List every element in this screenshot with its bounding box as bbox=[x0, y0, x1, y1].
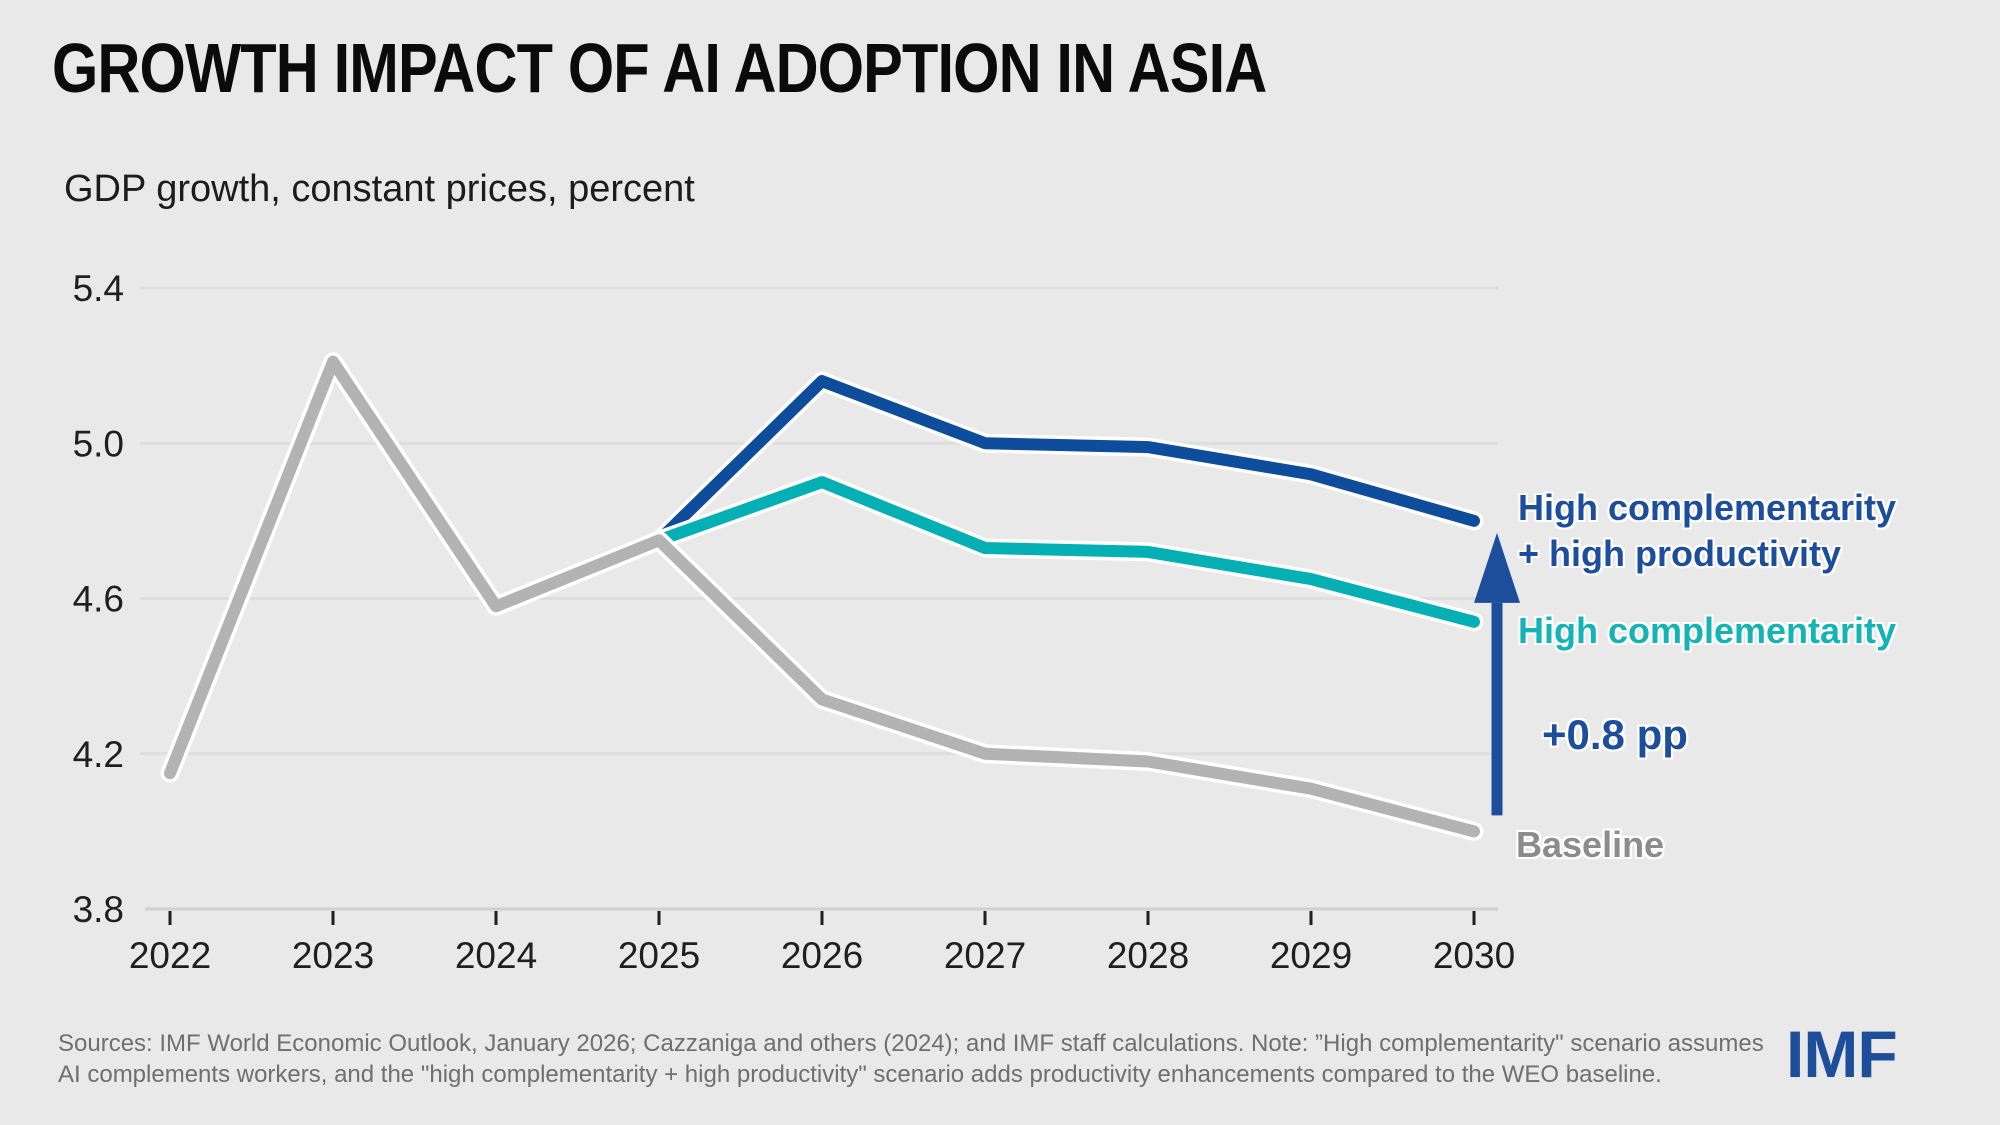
x-tick-label-2022: 2022 bbox=[129, 935, 211, 976]
label-high-complementarity-high-productivity: High complementarity + high productivity bbox=[1518, 485, 1896, 577]
x-tick-label-2028: 2028 bbox=[1107, 935, 1189, 976]
series-line-baseline bbox=[164, 355, 1480, 838]
y-tick-label-5: 5.0 bbox=[73, 423, 124, 464]
source-note: Sources: IMF World Economic Outlook, Jan… bbox=[58, 1028, 1764, 1090]
series-line-high-complementarity bbox=[653, 476, 1480, 628]
imf-logo: IMF bbox=[1786, 1017, 1898, 1091]
y-tick-label-4.6: 4.6 bbox=[73, 579, 124, 620]
chart-subtitle: GDP growth, constant prices, percent bbox=[64, 168, 695, 210]
x-tick-label-2025: 2025 bbox=[618, 935, 700, 976]
label-delta-pp: +0.8 pp bbox=[1542, 711, 1688, 758]
y-tick-label-5.4: 5.4 bbox=[73, 268, 124, 309]
x-tick-label-2026: 2026 bbox=[781, 935, 863, 976]
y-tick-label-3.8: 3.8 bbox=[73, 889, 124, 930]
label-high-complementarity: High complementarity bbox=[1518, 610, 1897, 651]
x-tick-label-2030: 2030 bbox=[1433, 935, 1515, 976]
x-tick-label-2027: 2027 bbox=[944, 935, 1026, 976]
y-tick-label-4.2: 4.2 bbox=[73, 734, 124, 775]
label-hchp-line2: + high productivity bbox=[1518, 533, 1842, 574]
x-tick-label-2024: 2024 bbox=[455, 935, 537, 976]
source-note-line2: AI complements workers, and the "high co… bbox=[58, 1061, 1662, 1088]
chart-title: GROWTH IMPACT OF AI ADOPTION IN ASIA bbox=[52, 29, 1267, 107]
source-note-line1: Sources: IMF World Economic Outlook, Jan… bbox=[58, 1030, 1764, 1057]
label-baseline: Baseline bbox=[1516, 824, 1665, 865]
x-tick-label-2023: 2023 bbox=[292, 935, 374, 976]
label-hchp-line1: High complementarity bbox=[1518, 487, 1897, 528]
delta-arrow-head bbox=[1474, 532, 1520, 603]
series-halo-baseline bbox=[160, 352, 1484, 841]
x-tick-label-2029: 2029 bbox=[1270, 935, 1352, 976]
series-halo-high-complementarity-high-productivity bbox=[649, 371, 1484, 550]
series-line-high-complementarity-high-productivity bbox=[653, 375, 1480, 547]
